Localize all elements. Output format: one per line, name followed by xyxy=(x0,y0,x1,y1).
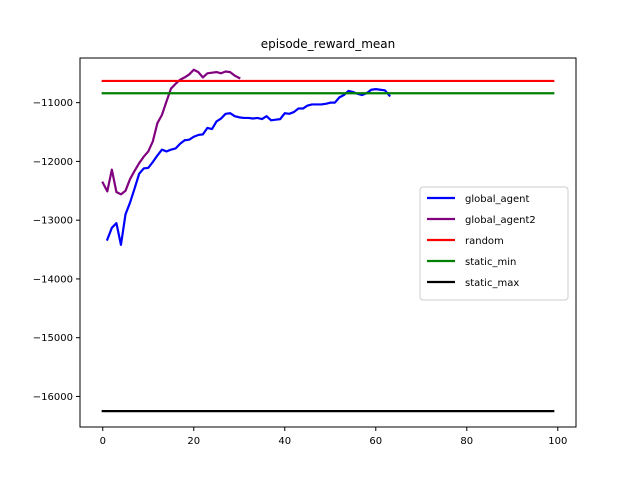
legend-label-random: random xyxy=(465,236,504,247)
y-tick-label: −11000 xyxy=(33,98,73,109)
legend-label-global-agent: global_agent xyxy=(465,194,529,205)
series-line-global-agent2 xyxy=(101,68,241,196)
x-tick-label: 60 xyxy=(369,436,382,447)
y-tick-label: −15000 xyxy=(33,333,73,344)
axes: 0 20 40 60 80 100 −16000 −15000 −14000 −13000 −120… xyxy=(33,57,577,447)
y-tick-label: −14000 xyxy=(33,274,73,285)
x-tick-label: 100 xyxy=(548,436,567,447)
y-tick-label: −16000 xyxy=(33,392,73,403)
series-line-global-agent xyxy=(105,88,391,246)
plot-lines xyxy=(101,68,555,413)
y-tick-label: −12000 xyxy=(33,157,73,168)
y-tick-label: −13000 xyxy=(33,216,73,227)
legend-box xyxy=(419,186,569,301)
x-tick-label: 80 xyxy=(460,436,473,447)
chart-title: episode_reward_mean xyxy=(261,37,396,51)
legend-label-static-max: static_max xyxy=(465,278,519,289)
legend-label-global-agent2: global_agent2 xyxy=(465,215,536,226)
legend-label-static-min: static_min xyxy=(465,257,516,268)
x-tick-label: 40 xyxy=(278,436,291,447)
x-tick-label: 20 xyxy=(187,436,200,447)
x-tick-label: 0 xyxy=(100,436,106,447)
plot-frame xyxy=(79,57,577,428)
